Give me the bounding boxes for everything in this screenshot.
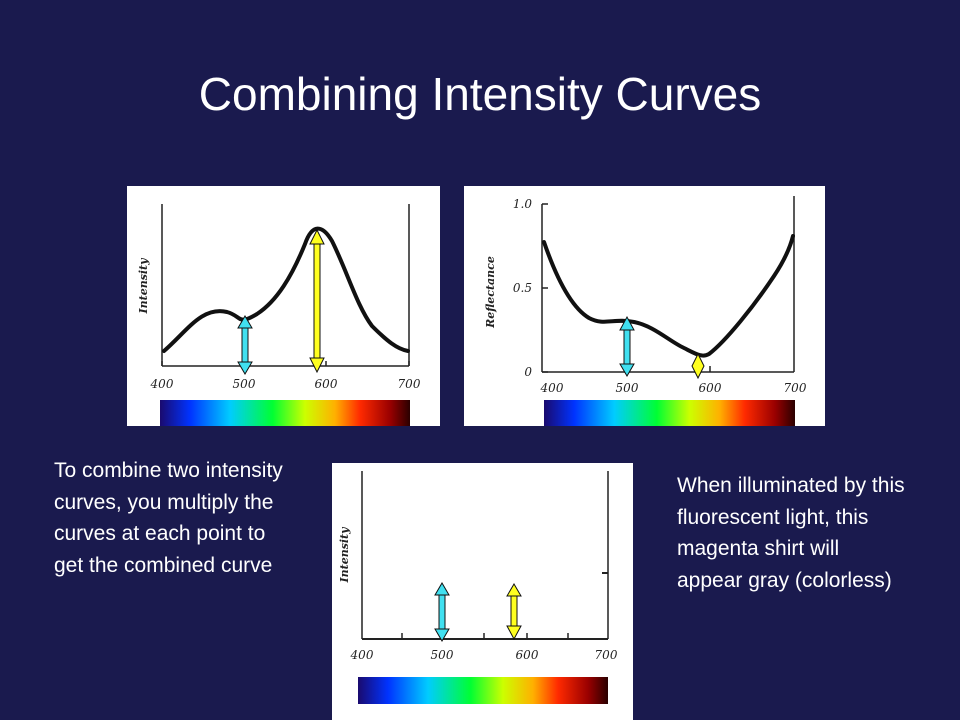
yellow-arrow xyxy=(691,352,705,380)
reflectance-panel: Reflectance 1.0 0.5 0 400 500 600 700 xyxy=(464,186,825,426)
yellow-arrow xyxy=(309,228,325,374)
x-tick-label: 700 xyxy=(595,648,618,662)
x-tick-label: 400 xyxy=(150,377,174,391)
x-tick-label: 500 xyxy=(431,648,454,662)
reflectance-chart: Reflectance 1.0 0.5 0 400 500 600 700 xyxy=(484,196,807,426)
x-tick-label: 700 xyxy=(784,381,807,395)
light-intensity-panel: Intensity 400 500 600 700 xyxy=(127,186,440,426)
slide-title: Combining Intensity Curves xyxy=(198,68,762,120)
spectrum-bar xyxy=(544,400,795,426)
x-tick-label: 600 xyxy=(315,377,338,391)
y-axis-label: Reflectance xyxy=(484,256,497,329)
y-axis-label: Intensity xyxy=(338,526,351,584)
x-tick-label: 400 xyxy=(540,381,564,395)
light-intensity-chart: Intensity 400 500 600 700 xyxy=(137,204,421,426)
cyan-arrow xyxy=(619,315,635,377)
y-tick-marks xyxy=(542,203,548,373)
y-tick-label: 0 xyxy=(524,365,532,379)
combined-intensity-chart: Intensity 400 500 600 700 xyxy=(338,471,618,704)
spectrum-bar xyxy=(160,400,410,426)
x-tick-label: 700 xyxy=(398,377,421,391)
y-tick-label: 1.0 xyxy=(513,197,532,211)
x-tick-label: 600 xyxy=(516,648,539,662)
y-tick-label: 0.5 xyxy=(513,281,532,295)
reflectance-curve xyxy=(542,234,795,358)
light-intensity-curve xyxy=(162,226,410,353)
cyan-arrow xyxy=(434,582,450,642)
x-tick-label: 500 xyxy=(616,381,639,395)
x-tick-label: 400 xyxy=(350,648,374,662)
right-caption: When illuminated by this fluorescent lig… xyxy=(677,474,905,592)
x-tick-marks xyxy=(401,633,569,639)
x-tick-label: 500 xyxy=(233,377,256,391)
y-axis-label: Intensity xyxy=(137,257,150,315)
cyan-arrow xyxy=(237,315,253,375)
x-tick-label: 600 xyxy=(699,381,722,395)
left-caption: To combine two intensity curves, you mul… xyxy=(54,459,283,577)
combined-intensity-panel: Intensity 400 500 600 700 xyxy=(332,463,633,720)
spectrum-bar xyxy=(358,677,608,704)
yellow-arrow xyxy=(506,583,522,641)
